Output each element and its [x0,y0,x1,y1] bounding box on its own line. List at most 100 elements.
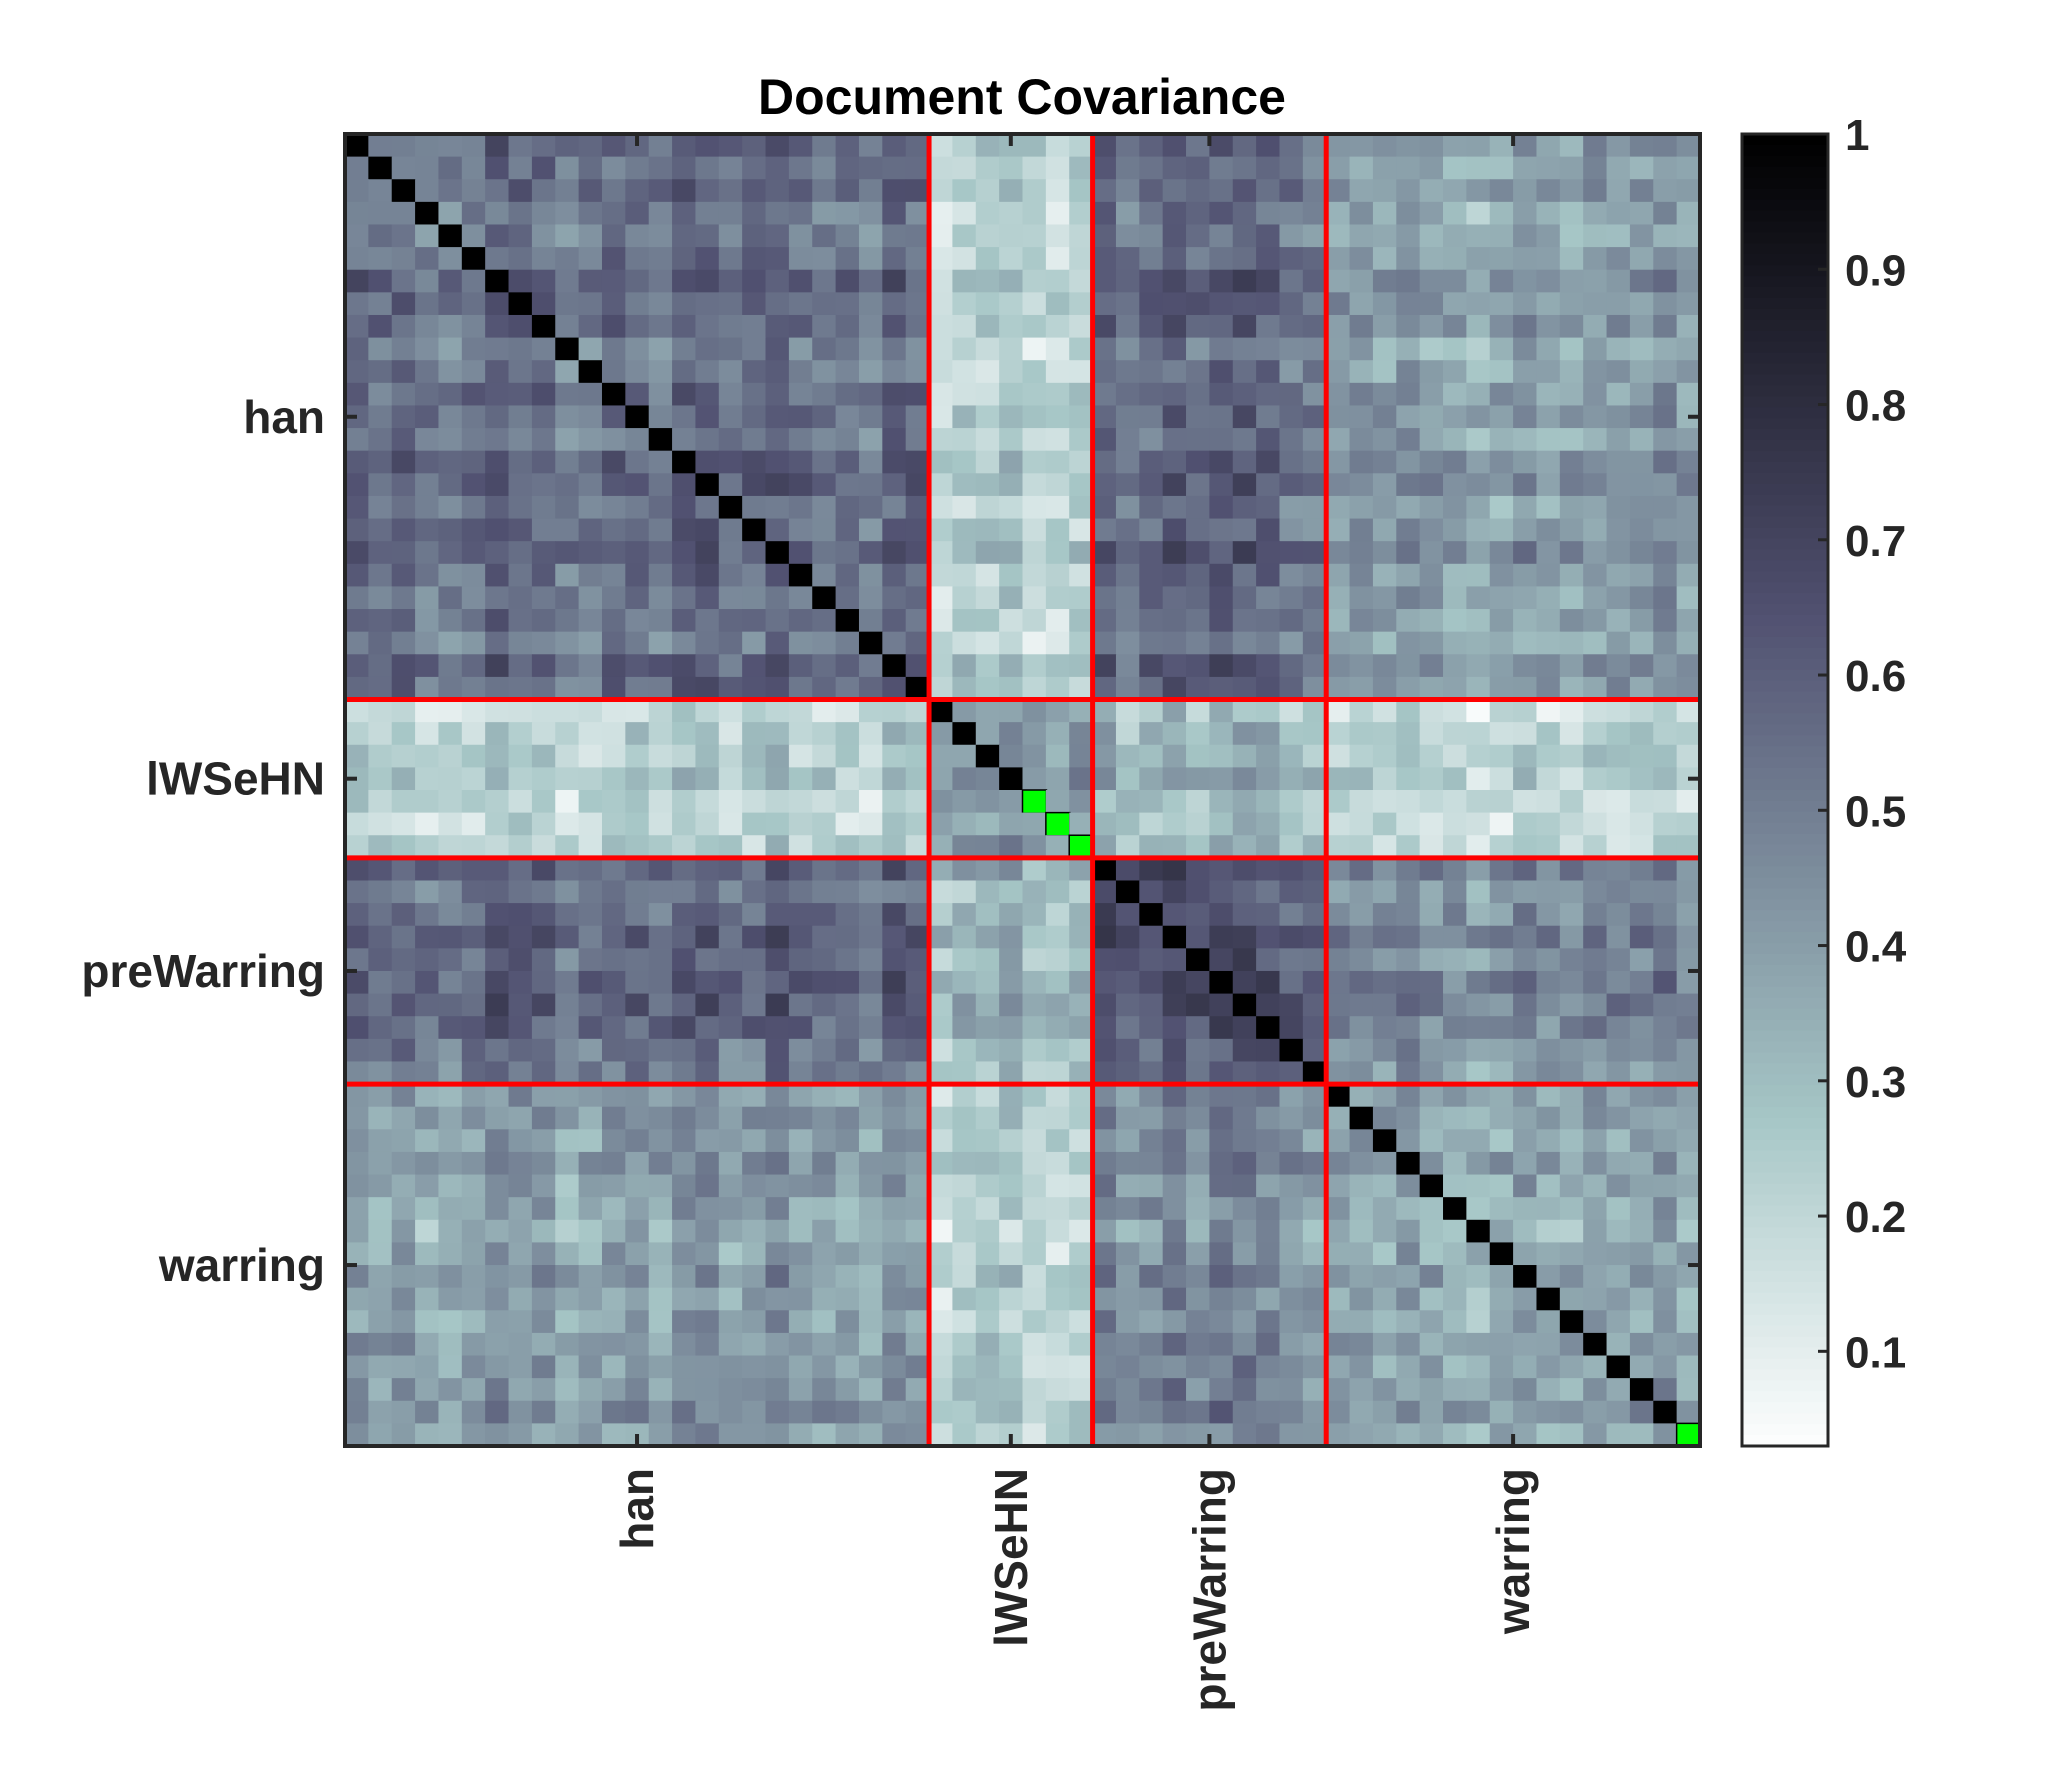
heatmap-cell [1279,1332,1304,1357]
heatmap-cell [1559,1400,1584,1424]
heatmap-cell [1629,563,1654,588]
heatmap-cell [1022,337,1047,361]
heatmap-cell [905,586,930,610]
heatmap-cell [929,609,954,633]
heatmap-cell [1443,156,1467,180]
heatmap-cell [461,224,486,248]
heatmap-cell [625,156,650,180]
heatmap-cell [882,224,907,248]
colorbar-gradient-segment [1742,538,1828,551]
heatmap-cell [1069,880,1094,904]
heatmap-cell [1115,1332,1140,1357]
heatmap-cell [788,382,813,407]
heatmap-cell [1349,541,1374,565]
heatmap-cell [1583,179,1608,203]
heatmap-cell [929,292,954,316]
heatmap-cell [882,1061,907,1085]
heatmap-cell [345,1197,369,1221]
heatmap-cell [1489,405,1514,429]
heatmap-cell [1349,1174,1374,1198]
heatmap-cell [438,314,463,339]
heatmap-cell [742,337,767,361]
heatmap-cell [1209,134,1234,158]
heatmap-cell [578,722,603,746]
heatmap-cell [648,541,673,565]
heatmap-cell [438,812,463,836]
heatmap-cell [905,134,930,158]
heatmap-cell [1022,722,1047,746]
heatmap-cell [1069,1355,1094,1379]
heatmap-cell [742,744,767,768]
heatmap-cell [415,428,440,452]
heatmap-cell [391,654,416,678]
heatmap-cell [695,247,720,271]
colorbar-gradient-segment [1742,1336,1828,1349]
heatmap-cell [835,654,860,678]
heatmap-cell [1139,1332,1164,1357]
heatmap-cell [648,1310,673,1334]
heatmap-cell [1676,1016,1701,1040]
heatmap-cell [391,1332,416,1357]
heatmap-cell [1209,1016,1234,1040]
heatmap-cell [929,925,954,949]
heatmap-cell [1489,1219,1514,1244]
heatmap-cell [742,360,767,384]
heatmap-cell [1676,880,1701,904]
heatmap-cell [1559,609,1584,633]
heatmap-cell [1372,1310,1397,1334]
heatmap-cell [952,654,977,678]
heatmap-cell [1186,993,1210,1017]
heatmap-cell [1069,586,1094,610]
heatmap-cell [1092,1355,1117,1379]
heatmap-cell [1256,405,1281,429]
heatmap-cell [438,1400,463,1424]
heatmap-cell [1209,428,1234,452]
heatmap-cell [1419,1174,1444,1198]
heatmap-cell [765,269,790,293]
heatmap-cell [1092,857,1117,882]
heatmap-cell [1419,1219,1444,1244]
heatmap-cell [1349,134,1374,158]
colorbar-gradient-segment [1742,1205,1828,1218]
heatmap-cell [905,1197,930,1221]
heatmap-cell [1045,473,1070,497]
heatmap-cell [1022,428,1047,452]
heatmap-cell [1513,1310,1538,1334]
heatmap-cell [672,993,697,1017]
heatmap-cell [1466,518,1491,542]
heatmap-cell [1513,880,1538,904]
colorbar-gradient-segment [1742,1325,1828,1338]
heatmap-cell [1045,428,1070,452]
heatmap-cell [858,970,883,995]
heatmap-cell [999,1174,1024,1198]
heatmap-cell [765,495,790,520]
heatmap-cell [1326,541,1351,565]
heatmap-cell [555,654,580,678]
heatmap-cell [1536,292,1561,316]
heatmap-cell [391,1242,416,1266]
heatmap-cell [1676,1151,1701,1176]
heatmap-cell [1326,790,1351,814]
heatmap-cell [648,156,673,180]
heatmap-cell [742,473,767,497]
heatmap-cell [905,247,930,271]
heatmap-cell [531,473,556,497]
heatmap-cell [999,609,1024,633]
heatmap-cell [1629,247,1654,271]
heatmap-cell [625,1310,650,1334]
heatmap-cell [345,903,369,927]
heatmap-cell [1466,970,1491,995]
heatmap-cell [1583,1151,1608,1176]
heatmap-cell [765,1038,790,1063]
heatmap-cell [1069,382,1094,407]
heatmap-cell [1653,201,1678,226]
heatmap-cell [1443,179,1467,203]
heatmap-cell [1092,970,1117,995]
colorbar-gradient-segment [1742,188,1828,201]
heatmap-cell [905,1310,930,1334]
heatmap-cell [391,1287,416,1311]
heatmap-cell [1513,903,1538,927]
heatmap-cell [485,1016,510,1040]
heatmap-cell [718,563,743,588]
heatmap-cell [531,134,556,158]
